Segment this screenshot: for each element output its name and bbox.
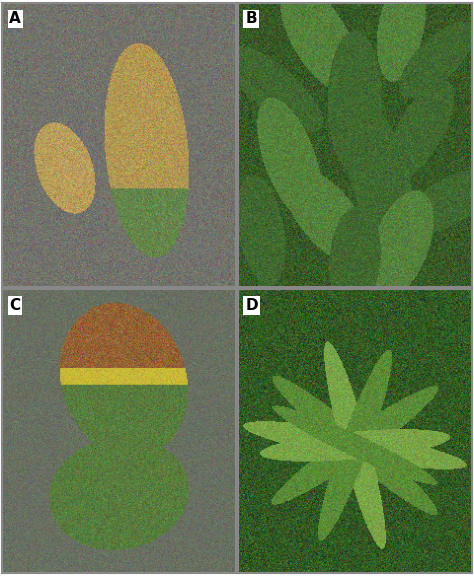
Text: C: C (9, 298, 20, 313)
Text: B: B (245, 12, 257, 26)
Text: A: A (9, 12, 21, 26)
Text: D: D (245, 298, 258, 313)
